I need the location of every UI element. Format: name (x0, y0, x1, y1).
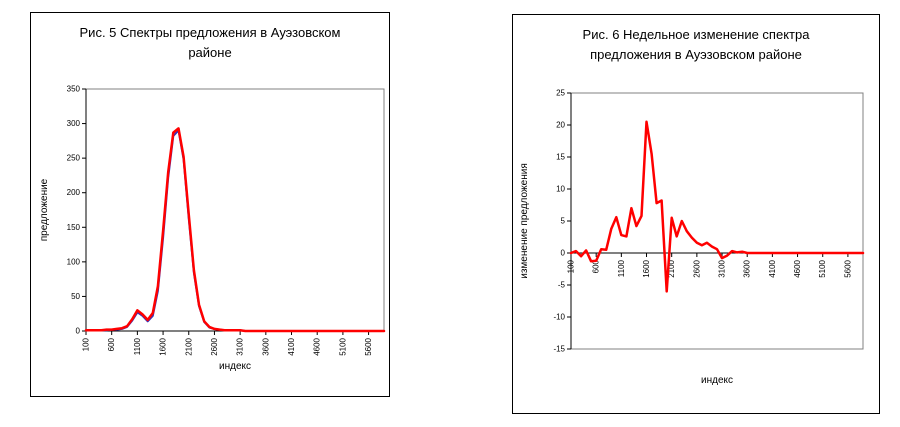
chart-plot-figure-6: -15 -10 -5 0 5 10 15 20 25 100 600 1100 1600 2100 2600… (519, 89, 865, 386)
x-tick-label: 3600 (743, 260, 752, 278)
x-tick-label: 5100 (338, 338, 347, 356)
x-tick-label: 4100 (768, 260, 777, 278)
chart-plot-figure-5: 0 50 100 150 200 250 300 350 100 600 1100 1600 2100 2… (39, 85, 386, 372)
x-tick-label: 4100 (287, 338, 296, 356)
series-weekly-change (569, 120, 865, 293)
x-tick-label: 2100 (667, 260, 676, 278)
chart-title-figure-6: Рис. 6 Недельное изменение спектра предл… (582, 27, 810, 63)
x-tick-label: 1100 (133, 338, 142, 356)
chart-figure-6: Рис. 6 Недельное изменение спектра предл… (512, 14, 880, 414)
y-tick-label: -5 (558, 281, 566, 290)
y-tick-label: 25 (556, 89, 565, 98)
x-tick-label: 5600 (364, 338, 373, 356)
x-tick-label: 4600 (313, 338, 322, 356)
y-tick-label: 0 (561, 249, 566, 258)
y-tick-label: 350 (67, 85, 81, 94)
x-tick-label: 3100 (236, 338, 245, 356)
x-tick-label: 3100 (718, 260, 727, 278)
x-tick-label: 2600 (210, 338, 219, 356)
x-axis-title: индекс (701, 375, 733, 386)
x-tick-label: 2600 (692, 260, 701, 278)
y-axis-title: изменение предложения (519, 164, 530, 279)
chart-title-figure-5: Рис. 5 Спектры предложения в Ауэзовском … (79, 25, 341, 61)
x-tick-label: 1600 (642, 260, 651, 278)
y-tick-label: 150 (67, 223, 81, 232)
y-tick-label: 0 (76, 327, 81, 336)
x-axis-title: индекс (219, 361, 251, 372)
y-tick-label: 300 (67, 119, 81, 128)
x-tick-label: 2100 (184, 338, 193, 356)
chart-figure-5: Рис. 5 Спектры предложения в Ауэзовском … (30, 12, 390, 397)
x-tick-label: 100 (567, 260, 576, 274)
x-tick-label: 1100 (617, 260, 626, 278)
x-tick-label: 5600 (843, 260, 852, 278)
series-supply-current-week (84, 127, 386, 333)
x-tick-label: 1600 (159, 338, 168, 356)
y-tick-label: -15 (553, 345, 565, 354)
x-tick-label: 4600 (793, 260, 802, 278)
x-tick-label: 600 (592, 260, 601, 274)
plot-area (570, 92, 864, 350)
x-tick-label: 3600 (261, 338, 270, 356)
x-tick-label: 100 (82, 338, 91, 352)
y-tick-label: 100 (67, 258, 81, 267)
y-tick-label: 10 (556, 185, 565, 194)
y-tick-label: -10 (553, 313, 565, 322)
y-tick-label: 15 (556, 153, 565, 162)
y-tick-label: 5 (561, 217, 566, 226)
y-tick-label: 50 (71, 292, 80, 301)
y-tick-label: 20 (556, 121, 565, 130)
y-tick-label: 250 (67, 154, 81, 163)
x-tick-label: 600 (107, 338, 116, 352)
y-axis-title: предложение (39, 179, 50, 242)
plot-area (85, 88, 385, 332)
y-tick-label: 200 (67, 188, 81, 197)
x-tick-label: 5100 (818, 260, 827, 278)
